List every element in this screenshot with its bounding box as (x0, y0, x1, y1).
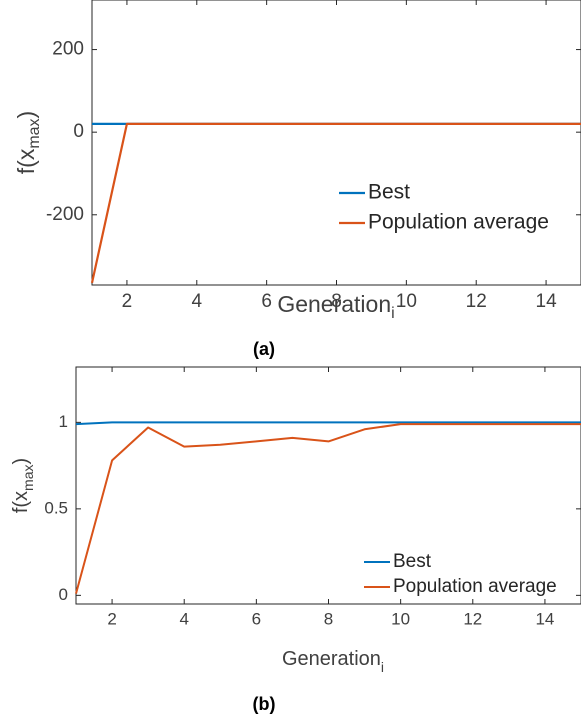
y-tick-label: 1 (59, 412, 68, 431)
y-tick-label: 0.5 (44, 498, 68, 517)
y-tick-label: 200 (52, 39, 84, 60)
x-tick-label: 12 (466, 291, 487, 312)
x-axis-label: Generationi (277, 291, 394, 322)
x-tick-label: 8 (331, 291, 342, 312)
x-tick-label: 4 (179, 609, 188, 628)
legend-label: Best (393, 551, 432, 572)
legend-label: Population average (368, 211, 549, 234)
x-tick-label: 4 (191, 291, 202, 312)
y-axis-label: f(xmax) (10, 458, 35, 513)
x-tick-label: 2 (122, 291, 133, 312)
figure-caption: (a) (253, 339, 275, 359)
x-axis-label: Generationi (282, 648, 384, 674)
y-tick-label: 0 (73, 121, 84, 142)
x-tick-label: 6 (252, 609, 261, 628)
x-tick-label: 8 (324, 609, 333, 628)
legend-label: Best (368, 181, 410, 204)
chart-b: 2 4 6 8 10 12 14 0 0.5 1 Generationi f(xmax) Best Pop… (10, 366, 581, 714)
y-axis-label: f(xmax) (13, 111, 43, 174)
series-best-line (75, 421, 581, 426)
x-tick-label: 6 (261, 291, 272, 312)
x-tick-label: 14 (536, 291, 558, 312)
y-tick-label: -200 (46, 204, 84, 225)
legend-label: Population average (393, 576, 557, 597)
x-tick-label: 14 (535, 609, 554, 628)
figure-caption: (b) (253, 694, 276, 714)
chart-a: 2 4 6 8 10 12 14 -200 0 200 Generationi f(xmax) Best… (13, 0, 581, 359)
series-average-line (90, 122, 581, 284)
legend: Best Population average (339, 181, 549, 234)
x-tick-label: 10 (396, 291, 417, 312)
plot-frame (91, 0, 581, 286)
y-tick-label: 0 (59, 585, 68, 604)
x-tick-label: 12 (463, 609, 482, 628)
x-tick-label: 2 (107, 609, 116, 628)
x-tick-label: 10 (391, 609, 410, 628)
plot-frame (75, 366, 581, 605)
series-average-line (75, 423, 581, 594)
legend: Best Population average (364, 551, 557, 597)
